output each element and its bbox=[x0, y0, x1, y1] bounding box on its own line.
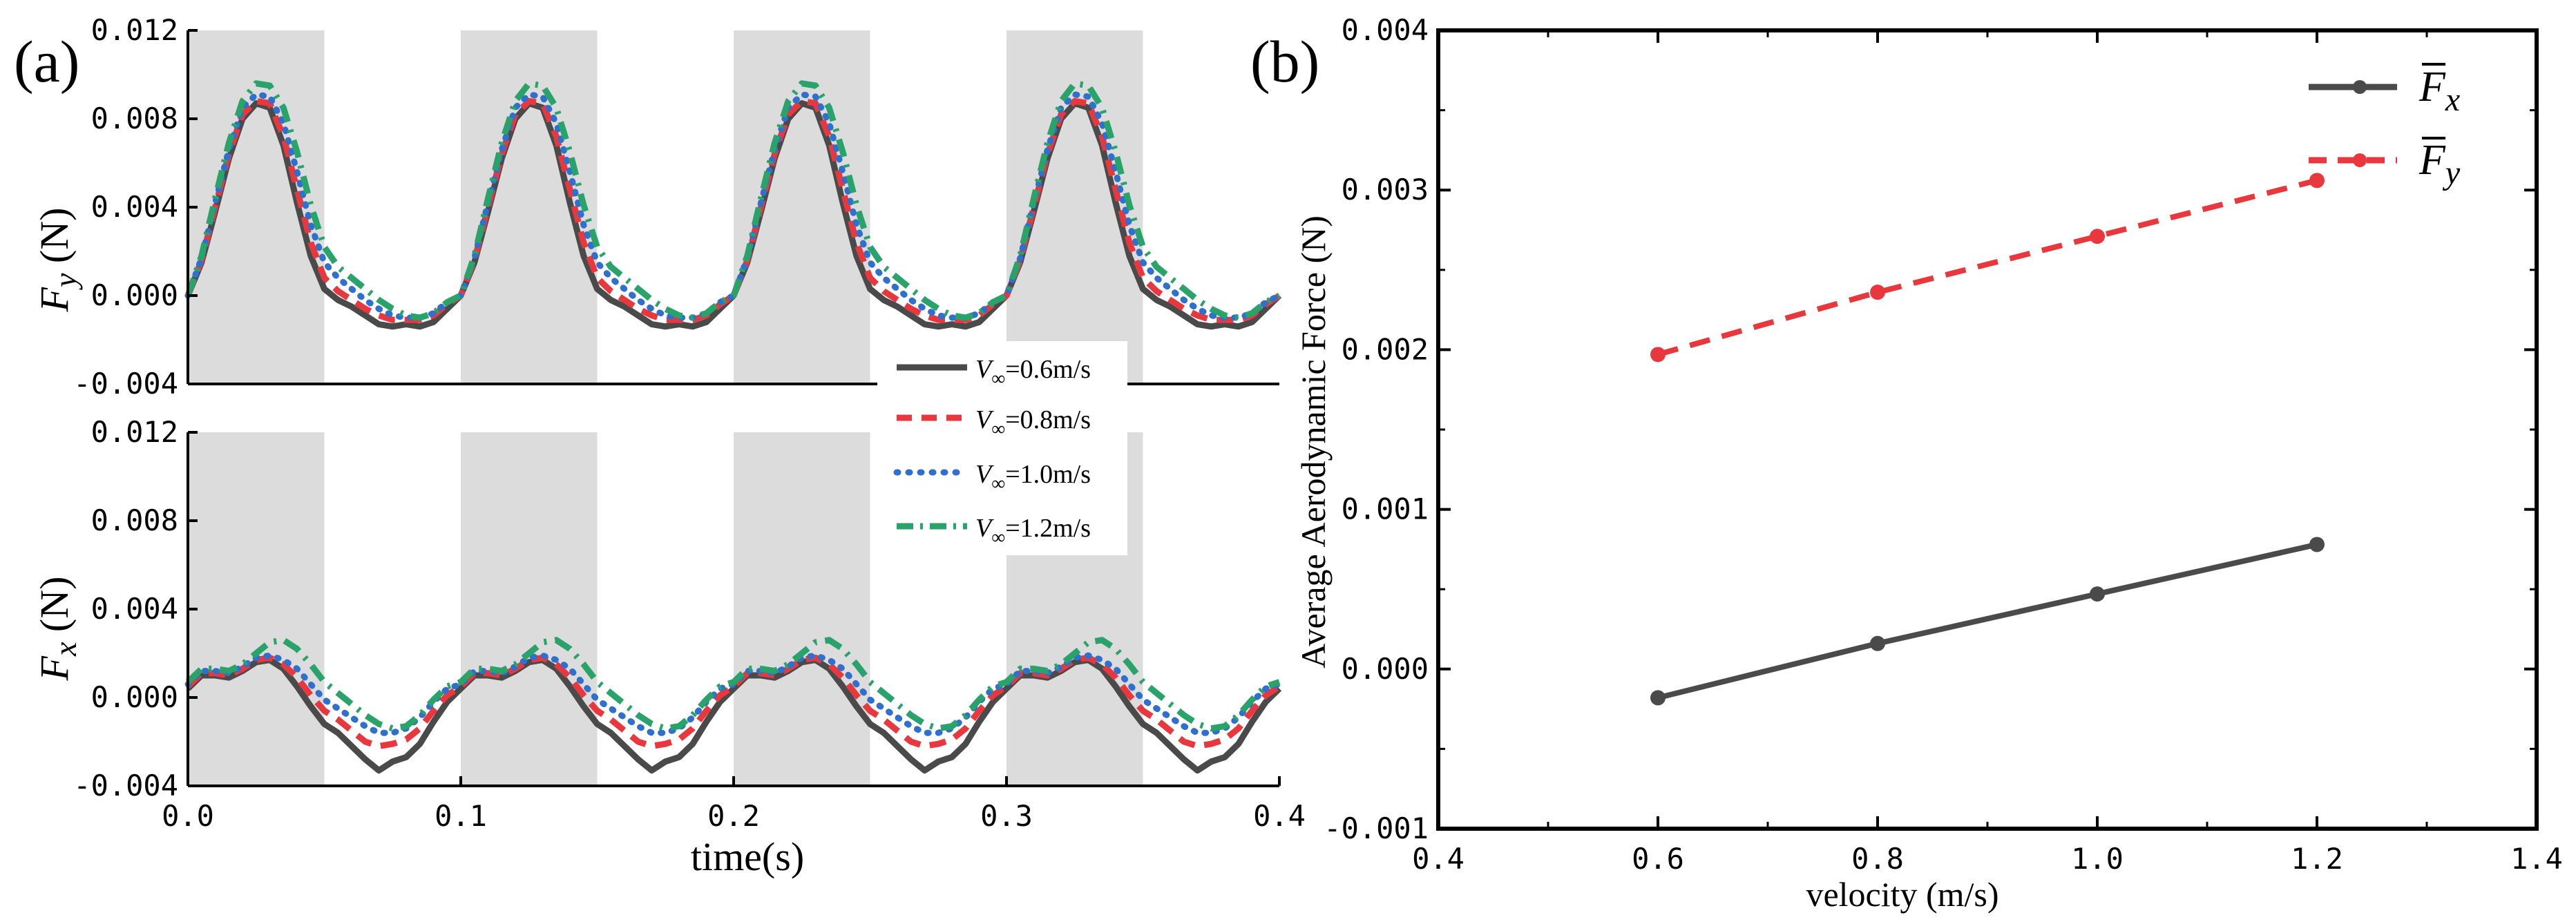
legend-a-entry-1: V∞=0.6m/s bbox=[897, 355, 1091, 389]
shade-band-a-bottom-1 bbox=[188, 432, 325, 786]
a-bottom-series bbox=[184, 637, 1283, 774]
legend-b-text-2: Fy bbox=[2418, 137, 2461, 191]
x-tick-label-a-bottom-4: 0.3 bbox=[980, 799, 1033, 833]
legend-a-text-2: V∞=0.8m/s bbox=[975, 405, 1091, 440]
b-x-tick-label-1: 0.4 bbox=[1412, 842, 1464, 876]
b-point-2-3 bbox=[2090, 229, 2105, 244]
y-tick-label-a-bottom-1: -0.004 bbox=[73, 769, 178, 802]
shade-band-a-top-4 bbox=[1006, 30, 1143, 384]
a-top-shading bbox=[188, 30, 1143, 384]
b-series-line-2 bbox=[1657, 177, 2318, 358]
b-x-tick-label-4: 1.0 bbox=[2071, 842, 2124, 876]
legend-b-text-1: Fx bbox=[2418, 64, 2460, 118]
y-tick-label-a-top-5: 0.012 bbox=[91, 13, 178, 47]
x-tick-label-a-bottom-1: 0.0 bbox=[162, 799, 214, 833]
legend-a-text-4: V∞=1.2m/s bbox=[975, 514, 1091, 548]
b-ylabel: Average Aerodynamic Force (N) bbox=[1294, 215, 1333, 668]
legend-a-entry-4: V∞=1.2m/s bbox=[897, 514, 1091, 548]
a-bottom-ylabel: Fx (N) bbox=[32, 577, 83, 682]
panel-a: (a) -0.0040.0000.0040.0080.012-0.0040.00… bbox=[14, 13, 1306, 879]
series-line-a-top-2 bbox=[184, 97, 1281, 323]
legend-a-background bbox=[877, 341, 1127, 555]
panel-a-label: (a) bbox=[14, 28, 79, 95]
y-tick-label-a-top-4: 0.008 bbox=[91, 102, 178, 135]
legend-b-entry-2: Fy bbox=[2309, 137, 2461, 191]
b-xlabel: velocity (m/s) bbox=[1806, 875, 1998, 914]
b-point-1-3 bbox=[2090, 586, 2105, 602]
a-xlabel: time(s) bbox=[691, 834, 804, 879]
b-y-tick-label-3: 0.001 bbox=[1342, 492, 1429, 526]
b-y-tick-label-6: 0.004 bbox=[1342, 13, 1429, 47]
b-y-tick-label-4: 0.002 bbox=[1342, 332, 1429, 366]
b-y-tick-label-2: 0.000 bbox=[1342, 652, 1429, 686]
b-series-line-1 bbox=[1657, 541, 2318, 701]
y-tick-label-a-top-3: 0.004 bbox=[91, 190, 178, 224]
shade-band-a-bottom-3 bbox=[734, 432, 870, 786]
shade-band-a-bottom-2 bbox=[461, 432, 598, 786]
b-x-tick-label-5: 1.2 bbox=[2291, 842, 2343, 876]
y-tick-label-a-bottom-5: 0.012 bbox=[91, 415, 178, 449]
y-tick-label-a-top-2: 0.000 bbox=[91, 278, 178, 312]
legend-a-entry-3: V∞=1.0m/s bbox=[893, 460, 1091, 494]
b-x-tick-label-6: 1.4 bbox=[2510, 842, 2563, 876]
b-point-1-1 bbox=[1650, 690, 1666, 706]
series-line-a-bottom-2 bbox=[185, 654, 1281, 749]
y-tick-label-a-top-1: -0.004 bbox=[73, 367, 178, 401]
legend-a-entry-2: V∞=0.8m/s bbox=[897, 405, 1091, 440]
b-plot-frame bbox=[1436, 28, 2539, 831]
series-line-a-bottom-1 bbox=[185, 657, 1282, 774]
panel-b-series bbox=[1650, 173, 2325, 706]
b-x-tick-label-2: 0.6 bbox=[1632, 842, 1684, 876]
legend-b: Fx Fy bbox=[2309, 63, 2461, 191]
panel-b-axes: -0.001 0.000 0.001 0.002 0.003 0.004 0.4 0.6 0.8… bbox=[1324, 13, 2563, 876]
legend-a-text-3: V∞=1.0m/s bbox=[975, 460, 1091, 494]
legend-a: V∞=0.6m/s V∞=0.8m/s V∞=1.0m/s V∞=1.2m/s bbox=[877, 341, 1127, 555]
y-tick-label-a-bottom-2: 0.000 bbox=[91, 680, 178, 714]
b-point-2-4 bbox=[2309, 173, 2325, 189]
b-point-1-2 bbox=[1870, 635, 1885, 651]
a-top-ylabel: Fy (N) bbox=[32, 208, 83, 313]
x-tick-label-a-bottom-3: 0.2 bbox=[707, 799, 760, 833]
series-line-a-bottom-4 bbox=[185, 637, 1281, 732]
b-point-2-2 bbox=[1870, 285, 1885, 300]
y-tick-label-a-bottom-3: 0.004 bbox=[91, 592, 178, 626]
b-y-tick-label-5: 0.003 bbox=[1342, 173, 1429, 206]
panel-b: (b) -0.001 0.000 0.001 0.002 0.003 0.004 0.4 0.… bbox=[1250, 13, 2563, 914]
b-y-tick-label-1: -0.001 bbox=[1324, 811, 1429, 845]
legend-b-marker-2 bbox=[2353, 153, 2367, 167]
legend-a-text-1: V∞=0.6m/s bbox=[975, 355, 1091, 389]
series-line-a-top-4 bbox=[184, 80, 1281, 321]
b-x-tick-label-3: 0.8 bbox=[1851, 842, 1904, 876]
y-tick-label-a-bottom-4: 0.008 bbox=[91, 503, 178, 537]
legend-b-marker-1 bbox=[2353, 80, 2367, 94]
x-tick-label-a-bottom-5: 0.4 bbox=[1253, 799, 1306, 833]
panel-b-label: (b) bbox=[1250, 28, 1319, 95]
legend-b-entry-1: Fx bbox=[2309, 63, 2460, 118]
panel-a-axes: -0.004 0.000 0.004 0.008 0.012 -0.004 0.000 0.0… bbox=[73, 13, 1306, 833]
x-tick-label-a-bottom-2: 0.1 bbox=[435, 799, 487, 833]
b-point-1-4 bbox=[2309, 537, 2325, 552]
a-top-series bbox=[184, 80, 1283, 330]
b-point-2-1 bbox=[1650, 347, 1666, 363]
